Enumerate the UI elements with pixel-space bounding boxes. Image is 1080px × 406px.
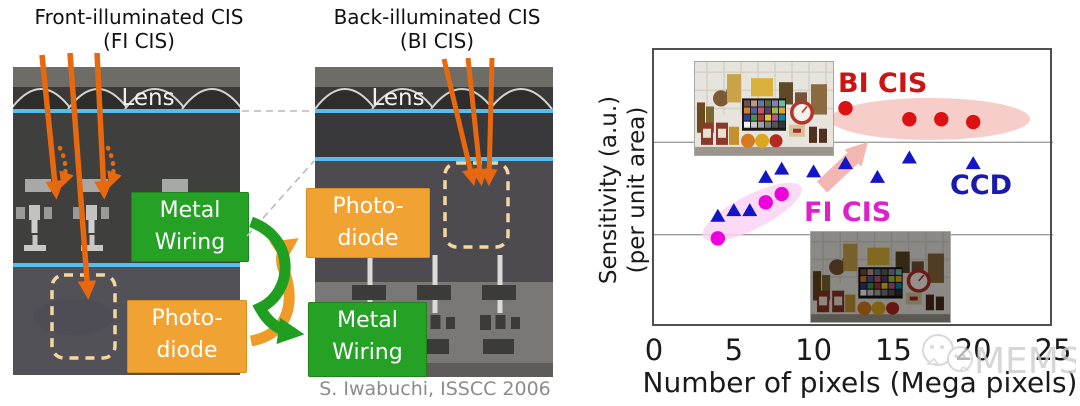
- data-point-ccd: [774, 161, 790, 175]
- data-point-ccd: [742, 203, 758, 217]
- chart-border: [652, 48, 1052, 326]
- lens-label: Lens: [121, 85, 174, 111]
- data-point-ccd: [869, 169, 885, 183]
- data-point-bi-cis: [902, 112, 917, 127]
- data-point-ccd: [965, 156, 981, 170]
- data-point-ccd: [710, 208, 726, 222]
- photodiode-line1: Photo-: [151, 306, 223, 331]
- metal-wiring-label-fi: Metal Wiring: [131, 192, 249, 262]
- bi-cis-title: Back-illuminated CIS (BI CIS): [298, 5, 576, 53]
- photodiode-line2: diode: [156, 338, 218, 363]
- x-tick-label: 5: [724, 333, 744, 367]
- mems-watermark: MEMS: [916, 326, 1076, 384]
- x-tick-label: 10: [795, 333, 833, 367]
- scatter-points: [710, 100, 981, 246]
- chart-plot-area: [654, 98, 1053, 246]
- data-point-ccd: [838, 156, 854, 170]
- metal-wiring-line1: Metal: [159, 198, 221, 223]
- x-tick-label: 0: [644, 333, 664, 367]
- photodiode-line1: Photo-: [332, 194, 404, 219]
- photodiode-label-bi: Photo- diode: [306, 188, 430, 258]
- x-axis-label: Number of pixels (Mega pixels): [642, 366, 1078, 399]
- data-point-ccd: [758, 169, 774, 183]
- bi-cis-title-line2: (BI CIS): [399, 29, 475, 53]
- metal-wiring-line2: Wiring: [332, 340, 403, 365]
- y-axis-label-line1: Sensitivity (a.u.): [596, 95, 622, 285]
- lens-label: Lens: [371, 85, 424, 111]
- fi-cis-title-line2: (FI CIS): [103, 29, 175, 53]
- data-point-fi-cis: [710, 231, 726, 246]
- bi-cis-highlight-ellipse: [830, 98, 1030, 140]
- data-point-bi-cis: [838, 100, 853, 116]
- silicon-surface-line: [13, 263, 240, 267]
- data-point-fi-cis: [774, 186, 789, 202]
- x-tick-label: 25: [1034, 333, 1072, 367]
- data-point-fi-cis: [758, 195, 773, 210]
- sample-photo-bright: [694, 61, 834, 156]
- data-point-bi-cis: [966, 114, 981, 130]
- fi-cis-title: Front-illuminated CIS (FI CIS): [0, 5, 278, 53]
- y-axis-label: Sensitivity (a.u.) (per unit area): [595, 30, 653, 350]
- swap-arrow-metal-wiring: [248, 216, 305, 344]
- data-point-ccd: [806, 164, 822, 178]
- data-point-bi-cis: [934, 112, 949, 127]
- series-label-fi-cis: FI CIS: [804, 197, 892, 228]
- metal-wiring-line1: Metal: [337, 308, 398, 333]
- data-point-ccd: [901, 150, 917, 164]
- chat-bubbles-icon: [922, 334, 973, 372]
- citation-text: S. Iwabuchi, ISSCC 2006: [319, 378, 551, 400]
- watermark-text: MEMS: [974, 341, 1076, 382]
- y-axis-label-line2: (per unit area): [624, 106, 650, 274]
- series-label-ccd: CCD: [950, 170, 1013, 201]
- bi-cis-title-line1: Back-illuminated CIS: [333, 5, 541, 29]
- sample-photo-dark: [810, 231, 951, 323]
- layer-link-dashes: [242, 110, 315, 237]
- microlens-array: [13, 88, 240, 110]
- swap-arrow-photodiode: [249, 238, 299, 347]
- metal-wiring-line2: Wiring: [154, 230, 226, 255]
- photodiode-label-fi: Photo- diode: [127, 300, 247, 373]
- series-label-bi-cis: BI CIS: [838, 68, 928, 99]
- metal-wiring-label-bi: Metal Wiring: [308, 302, 427, 377]
- silicon-surface-line: [315, 157, 553, 161]
- x-tick-label: 15: [874, 333, 912, 367]
- lens-surface-line: [13, 109, 240, 113]
- data-point-ccd: [726, 203, 742, 217]
- lens-surface-line: [315, 109, 553, 113]
- photodiode-line2: diode: [337, 226, 399, 251]
- fi-cis-title-line1: Front-illuminated CIS: [34, 5, 244, 29]
